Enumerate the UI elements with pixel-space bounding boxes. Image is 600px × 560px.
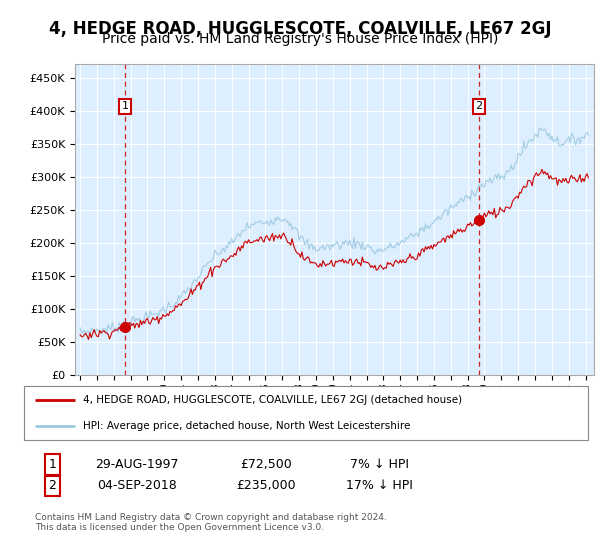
Text: 1: 1: [48, 458, 56, 471]
Text: 04-SEP-2018: 04-SEP-2018: [97, 479, 176, 492]
Text: 2: 2: [475, 101, 482, 111]
FancyBboxPatch shape: [24, 386, 588, 440]
Text: Contains HM Land Registry data © Crown copyright and database right 2024.
This d: Contains HM Land Registry data © Crown c…: [35, 512, 387, 532]
Text: 17% ↓ HPI: 17% ↓ HPI: [346, 479, 413, 492]
Text: 29-AUG-1997: 29-AUG-1997: [95, 458, 179, 471]
Text: 2: 2: [48, 479, 56, 492]
Text: HPI: Average price, detached house, North West Leicestershire: HPI: Average price, detached house, Nort…: [83, 421, 410, 431]
Text: 7% ↓ HPI: 7% ↓ HPI: [350, 458, 409, 471]
Text: 4, HEDGE ROAD, HUGGLESCOTE, COALVILLE, LE67 2GJ: 4, HEDGE ROAD, HUGGLESCOTE, COALVILLE, L…: [49, 20, 551, 38]
Text: £235,000: £235,000: [237, 479, 296, 492]
Text: 1: 1: [121, 101, 128, 111]
Text: £72,500: £72,500: [241, 458, 292, 471]
Text: 4, HEDGE ROAD, HUGGLESCOTE, COALVILLE, LE67 2GJ (detached house): 4, HEDGE ROAD, HUGGLESCOTE, COALVILLE, L…: [83, 395, 463, 405]
Text: Price paid vs. HM Land Registry's House Price Index (HPI): Price paid vs. HM Land Registry's House …: [102, 32, 498, 46]
